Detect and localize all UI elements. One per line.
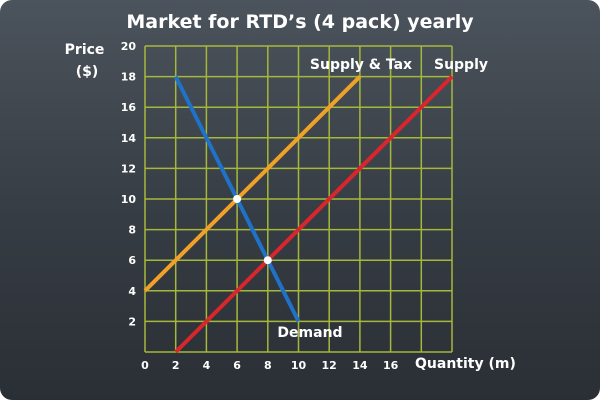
equilibrium-markers bbox=[233, 195, 272, 265]
y-tick-label: 16 bbox=[121, 101, 137, 114]
y-tick-label: 14 bbox=[121, 132, 137, 145]
y-tick-label: 8 bbox=[128, 224, 136, 237]
y-tick-label: 12 bbox=[121, 162, 136, 175]
x-tick-label: 6 bbox=[233, 359, 241, 372]
chart-title: Market for RTD’s (4 pack) yearly bbox=[126, 11, 474, 33]
series-labels: Demand Supply & Tax Supply bbox=[277, 57, 488, 341]
series-line-supply-tax bbox=[143, 75, 362, 293]
series-label-supply: Supply bbox=[434, 57, 488, 73]
y-tick-label: 6 bbox=[128, 254, 136, 267]
x-axis-ticks: 0 2 4 6 8 10 12 14 16 bbox=[141, 359, 398, 372]
x-tick-label: 16 bbox=[383, 359, 399, 372]
series-line-supply bbox=[174, 75, 454, 354]
y-tick-label: 18 bbox=[121, 71, 136, 84]
y-tick-label: 10 bbox=[121, 193, 137, 206]
x-tick-label: 2 bbox=[172, 359, 180, 372]
x-tick-label: 8 bbox=[264, 359, 272, 372]
y-tick-label: 20 bbox=[121, 40, 137, 53]
y-axis-label-line-1: Price bbox=[65, 42, 105, 58]
equilibrium-point bbox=[263, 256, 272, 265]
x-axis-label: Quantity (m) bbox=[415, 356, 516, 372]
y-tick-label: 2 bbox=[128, 315, 136, 328]
series-label-demand: Demand bbox=[277, 325, 342, 341]
x-tick-label: 4 bbox=[203, 359, 211, 372]
y-tick-label: 4 bbox=[128, 285, 136, 298]
y-axis-label: Price ($) bbox=[65, 42, 110, 80]
y-axis-ticks: 2 4 6 8 10 12 14 16 18 20 bbox=[121, 40, 137, 328]
equilibrium-point bbox=[233, 195, 242, 203]
x-tick-label: 12 bbox=[322, 359, 337, 372]
series-label-supply-tax: Supply & Tax bbox=[310, 57, 412, 73]
plot-grid bbox=[144, 45, 453, 353]
x-tick-label: 10 bbox=[291, 359, 307, 372]
x-tick-label: 14 bbox=[352, 359, 368, 372]
x-tick-label: 0 bbox=[141, 359, 149, 372]
y-axis-label-line-2: ($) bbox=[76, 64, 99, 80]
